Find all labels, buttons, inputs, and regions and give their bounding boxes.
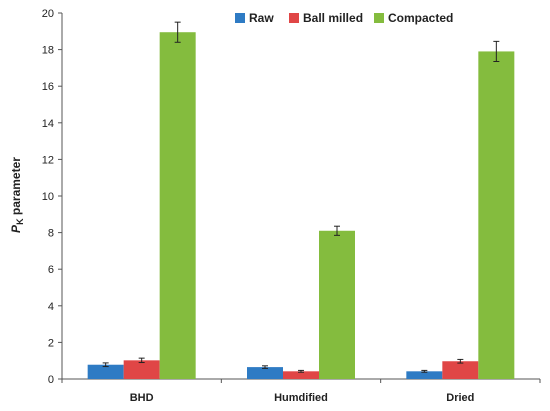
- legend-swatch: [235, 13, 245, 23]
- y-tick-label: 0: [48, 374, 54, 386]
- legend: Raw Ball milled Compacted: [235, 11, 453, 25]
- y-tick-label: 18: [42, 45, 54, 57]
- y-tick-label: 2: [48, 337, 54, 349]
- bar: [247, 367, 283, 379]
- bar: [159, 32, 196, 380]
- y-axis-label-main: P: [9, 224, 23, 233]
- y-axis-label-sub: K: [15, 218, 25, 225]
- y-axis-label: PK parameter: [9, 157, 25, 233]
- x-tick-label: BHD: [130, 392, 154, 404]
- y-tick-label: 6: [48, 264, 54, 276]
- bar: [442, 361, 479, 379]
- y-axis-label-rest: parameter: [9, 157, 23, 219]
- y-tick-label: 8: [48, 228, 54, 240]
- bar: [123, 360, 160, 379]
- bar: [87, 364, 124, 379]
- y-tick-label: 20: [42, 8, 54, 20]
- bar: [406, 371, 443, 379]
- legend-swatch: [289, 13, 299, 23]
- legend-label: Ball milled: [303, 11, 363, 25]
- x-tick-label: Humdified: [274, 392, 328, 404]
- axes: 0 2 4 6 8 10 12 14 16 18 20 BHD Humdified Dried: [42, 8, 541, 404]
- bar: [283, 371, 319, 379]
- legend-swatch: [374, 13, 384, 23]
- bar: [478, 51, 515, 380]
- y-tick-label: 14: [42, 118, 54, 130]
- y-tick-label: 16: [42, 81, 54, 93]
- bar: [319, 230, 355, 379]
- x-tick-label: Dried: [446, 392, 474, 404]
- y-tick-label: 12: [42, 154, 54, 166]
- bars: [87, 32, 515, 380]
- error-bars: [102, 21, 500, 373]
- y-tick-label: 4: [48, 301, 54, 313]
- legend-label: Raw: [249, 11, 274, 25]
- y-tick-label: 10: [42, 191, 54, 203]
- legend-label: Compacted: [388, 11, 453, 25]
